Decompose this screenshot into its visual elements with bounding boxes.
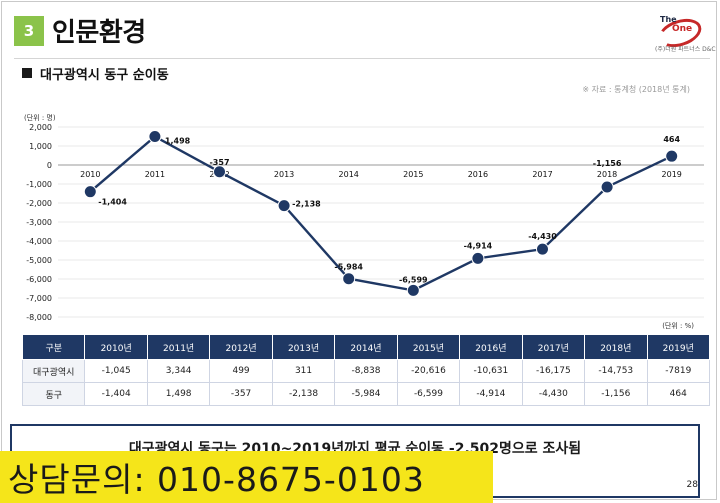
company-logo: The One (주)더원 파트너스 D&C [654, 13, 716, 54]
x-tick-label: 2019 [662, 170, 682, 179]
table-cell: -357 [209, 382, 273, 406]
table-header-cell: 2017년 [521, 334, 586, 360]
x-tick-label: 2011 [145, 170, 165, 179]
data-point-marker [83, 185, 97, 199]
data-point-marker [600, 180, 614, 194]
title-divider [14, 58, 710, 59]
table-row-donggu: 동구 -1,404 1,498 -357 -2,138 -5,984 -6,59… [21, 382, 711, 406]
net-migration-table: 구분 2010년 2011년 2012년 2013년 2014년 2015년 2… [21, 334, 711, 406]
data-point-marker [471, 251, 485, 265]
table-header-cell: 2015년 [396, 334, 461, 360]
data-point-marker [342, 272, 356, 286]
page-number: 28 [686, 480, 698, 490]
section-title: 대구광역시 동구 순이동 [40, 68, 169, 83]
data-label: -357 [209, 158, 229, 167]
table-cell: 3,344 [146, 359, 211, 383]
chart-unit-label: (단위 : 명) [24, 113, 56, 122]
x-tick-label: 2010 [80, 170, 100, 179]
table-cell: 464 [646, 382, 711, 406]
table-cell: -1,045 [84, 359, 148, 383]
y-tick-label: -3,000 [26, 218, 52, 227]
x-tick-label: 2014 [339, 170, 359, 179]
data-label: -4,430 [528, 232, 557, 241]
logo-text-one: One [672, 24, 693, 34]
y-tick-label: -8,000 [26, 313, 52, 322]
data-point-marker [406, 283, 420, 297]
table-cell: -4,914 [459, 382, 523, 406]
table-cell: -2,138 [271, 382, 336, 406]
table-header-cell: 2011년 [146, 334, 211, 360]
table-cell: -16,175 [521, 359, 586, 383]
data-label: -1,156 [593, 159, 622, 168]
table-cell: 499 [209, 359, 273, 383]
data-label: -1,404 [98, 198, 127, 207]
table-row-label: 대구광역시 [21, 359, 86, 383]
data-point-marker [277, 199, 291, 213]
table-cell: -1,156 [584, 382, 648, 406]
table-cell: -14,753 [584, 359, 648, 383]
x-tick-label: 2018 [597, 170, 617, 179]
page-title: 인문환경 [52, 18, 146, 48]
table-cell: -4,430 [521, 382, 586, 406]
table-cell: 311 [271, 359, 336, 383]
y-tick-label: -6,000 [26, 275, 52, 284]
table-header-cell: 2012년 [209, 334, 273, 360]
data-label: 1,498 [165, 137, 191, 146]
table-header-cell: 2013년 [271, 334, 336, 360]
x-tick-label: 2016 [468, 170, 488, 179]
table-cell: -1,404 [84, 382, 148, 406]
section-number-badge: 3 [14, 16, 44, 46]
section-square-icon [22, 68, 32, 78]
y-tick-label: -4,000 [26, 237, 52, 246]
table-cell: -5,984 [334, 382, 398, 406]
net-migration-series-line [89, 135, 673, 292]
data-label: -6,599 [399, 275, 428, 284]
data-label: 464 [663, 135, 680, 144]
y-tick-label: 1,000 [29, 142, 52, 151]
y-tick-label: -1,000 [26, 180, 52, 189]
table-unit-label: (단위 : %) [662, 321, 694, 330]
table-header-cell: 구분 [21, 334, 86, 360]
data-point-marker [148, 130, 162, 144]
table-cell: -7819 [646, 359, 711, 383]
table-cell: -10,631 [459, 359, 523, 383]
y-tick-label: 0 [47, 161, 52, 170]
table-header-row: 구분 2010년 2011년 2012년 2013년 2014년 2015년 2… [21, 334, 711, 360]
table-row-daegu: 대구광역시 -1,045 3,344 499 311 -8,838 -20,61… [21, 359, 711, 383]
data-label: -5,984 [334, 263, 363, 272]
logo-text-the: The [660, 15, 677, 24]
data-label: -2,138 [292, 200, 321, 209]
x-tick-label: 2015 [403, 170, 423, 179]
y-tick-label: -5,000 [26, 256, 52, 265]
y-tick-label: -2,000 [26, 199, 52, 208]
table-cell: -20,616 [396, 359, 461, 383]
data-point-marker [665, 149, 679, 163]
y-tick-label: 2,000 [29, 123, 52, 132]
table-row-label: 동구 [21, 382, 86, 406]
y-tick-label: -7,000 [26, 294, 52, 303]
table-header-cell: 2016년 [459, 334, 523, 360]
contact-banner: 상담문의: 010-8675-0103 [0, 451, 493, 503]
table-cell: -8,838 [334, 359, 398, 383]
table-header-cell: 2010년 [84, 334, 148, 360]
data-label: -4,914 [464, 241, 493, 250]
logo-tagline: (주)더원 파트너스 D&C [655, 46, 716, 53]
table-header-cell: 2014년 [334, 334, 398, 360]
data-point-marker [213, 165, 226, 179]
x-tick-label: 2017 [532, 170, 552, 179]
table-header-cell: 2018년 [584, 334, 648, 360]
data-point-marker [536, 242, 549, 256]
table-cell: -6,599 [396, 382, 461, 406]
x-tick-label: 2013 [274, 170, 294, 179]
table-header-cell: 2019년 [646, 334, 711, 360]
table-cell: 1,498 [146, 382, 211, 406]
source-note: ※ 자료 : 통계청 (2018년 통계) [582, 85, 690, 94]
